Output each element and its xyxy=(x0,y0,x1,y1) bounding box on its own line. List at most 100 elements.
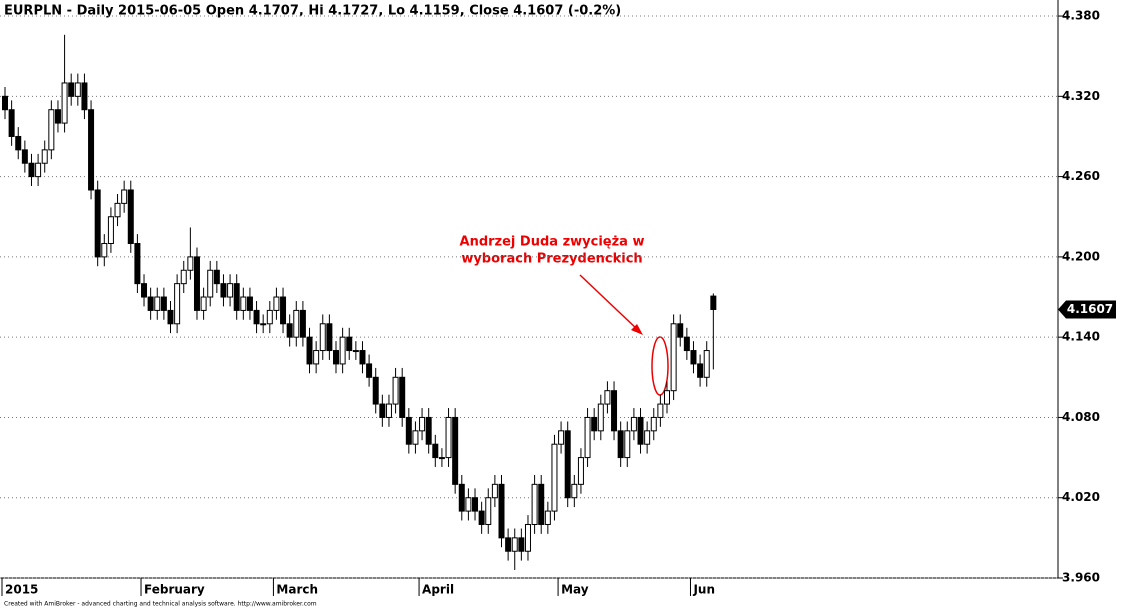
candle-body xyxy=(227,283,234,298)
y-tick-label: 4.020 xyxy=(1062,490,1100,504)
candle-body xyxy=(472,497,479,512)
y-tick-label: 4.080 xyxy=(1062,410,1100,424)
candle-body xyxy=(319,323,326,352)
candle-body xyxy=(624,430,631,459)
candle-body xyxy=(8,109,15,137)
x-tick-label: Jun xyxy=(692,583,715,597)
candle-body xyxy=(174,283,181,325)
x-tick-label: May xyxy=(561,583,589,597)
candle-body xyxy=(286,323,293,338)
candle-body xyxy=(544,510,551,525)
candle-body xyxy=(538,483,545,525)
candle-body xyxy=(558,430,565,445)
candle-body xyxy=(392,376,399,405)
candle-body xyxy=(273,296,280,311)
candle-body xyxy=(134,243,141,285)
candle-body xyxy=(114,202,121,218)
last-price-label: 4.1607 xyxy=(1067,302,1113,316)
candle-body xyxy=(299,309,306,338)
candle-body xyxy=(630,416,637,432)
y-tick-label: 3.960 xyxy=(1062,571,1100,585)
candle-body xyxy=(677,323,684,338)
candle-body xyxy=(657,403,664,418)
x-tick-label: April xyxy=(422,583,454,597)
x-tick-label: 2015 xyxy=(5,583,38,597)
candle-body xyxy=(213,269,220,285)
candle-body xyxy=(379,403,386,418)
candle-body xyxy=(293,309,300,338)
y-tick-label: 4.260 xyxy=(1062,169,1100,183)
candle-body xyxy=(399,376,406,418)
candle-body xyxy=(710,295,717,310)
candle-body xyxy=(260,323,267,326)
candle-body xyxy=(121,189,128,204)
candle-body xyxy=(359,350,366,365)
candle-body xyxy=(280,296,287,325)
candle-body xyxy=(644,430,651,445)
candle-body xyxy=(703,350,710,378)
candle-body xyxy=(220,283,227,298)
chart-title: EURPLN - Daily 2015-06-05 Open 4.1707, H… xyxy=(4,4,621,19)
candle-body xyxy=(438,457,445,460)
candle-body xyxy=(511,537,518,552)
x-tick-label: February xyxy=(144,583,205,597)
candle-body xyxy=(465,497,472,512)
candle-body xyxy=(88,109,95,191)
candle-body xyxy=(246,296,253,311)
candle-body xyxy=(485,497,492,525)
candle-body xyxy=(54,109,61,124)
candle-body xyxy=(432,443,439,459)
candle-body xyxy=(187,256,194,271)
candle-body xyxy=(61,82,68,124)
candle-body xyxy=(584,416,591,459)
annotation: wyborach Prezydenckich xyxy=(461,252,642,267)
y-tick-label: 4.320 xyxy=(1062,89,1100,103)
candle-body xyxy=(385,403,392,418)
candle-body xyxy=(690,350,697,365)
candle-body xyxy=(200,296,207,311)
candle-body xyxy=(637,416,644,445)
candle-body xyxy=(233,283,240,311)
candle-body xyxy=(207,269,214,298)
candle-body xyxy=(577,457,584,485)
candle-body xyxy=(48,109,55,151)
candle-body xyxy=(333,350,339,365)
candle-body xyxy=(458,483,465,512)
candle-body xyxy=(313,350,320,365)
annotation-arrow xyxy=(579,274,639,331)
candle-body xyxy=(326,323,333,352)
candle-body xyxy=(531,483,538,525)
candle-body xyxy=(240,296,247,311)
candle-body xyxy=(28,162,35,178)
candle-body xyxy=(425,416,432,445)
candle-body xyxy=(41,149,48,164)
candle-body xyxy=(127,189,134,245)
candle-body xyxy=(21,149,28,164)
candle-body xyxy=(697,363,704,378)
candle-body xyxy=(564,430,571,499)
candle-body xyxy=(81,82,88,111)
candle-body xyxy=(2,95,8,111)
candle-body xyxy=(664,390,670,405)
candle-body xyxy=(366,363,373,378)
candle-body xyxy=(498,483,505,539)
candle-body xyxy=(419,416,426,432)
candle-body xyxy=(160,296,167,311)
candle-body xyxy=(571,483,578,499)
candle-body xyxy=(68,82,75,97)
candle-body xyxy=(524,523,531,552)
candle-body xyxy=(253,309,260,325)
candle-body xyxy=(180,269,187,285)
candle-body xyxy=(405,416,412,445)
candle-body xyxy=(147,296,154,311)
candle-body xyxy=(683,336,690,352)
candle-body xyxy=(74,82,81,97)
candle-body xyxy=(141,283,148,298)
candle-body xyxy=(94,189,101,258)
candle-body xyxy=(650,416,657,432)
candle-body xyxy=(551,443,558,512)
candle-body xyxy=(193,256,200,311)
candle-body xyxy=(372,376,379,405)
y-tick-label: 4.140 xyxy=(1062,330,1100,344)
